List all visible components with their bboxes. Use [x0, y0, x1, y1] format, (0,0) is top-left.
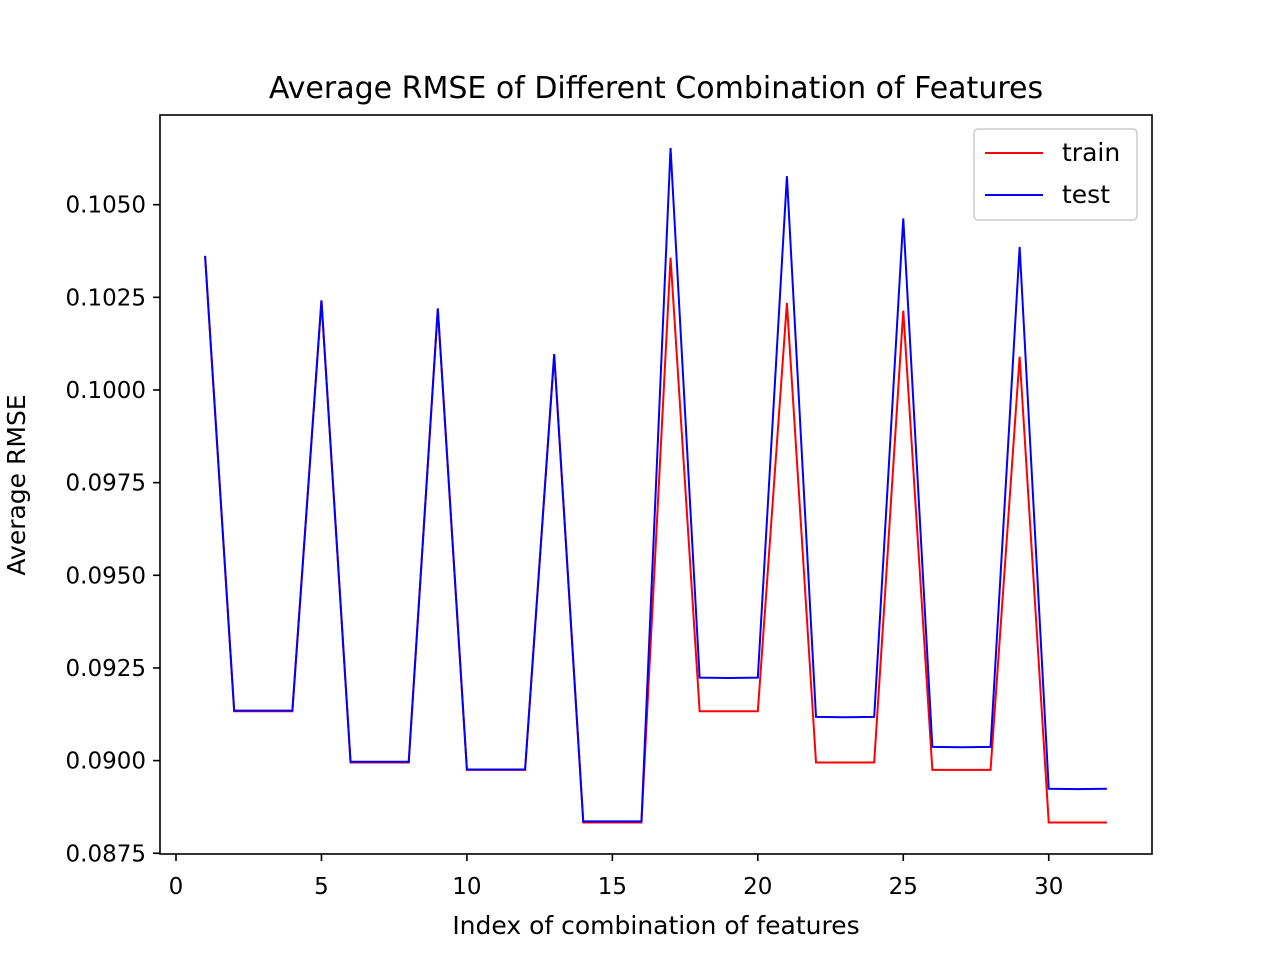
x-tick-label: 30 [1034, 874, 1063, 900]
y-tick-label: 0.1050 [66, 193, 146, 219]
y-tick-label: 0.0950 [66, 563, 146, 589]
y-tick-label: 0.0875 [66, 841, 146, 867]
x-axis-label: Index of combination of features [452, 911, 859, 940]
legend-train-label: train [1062, 138, 1120, 167]
x-tick-label: 25 [889, 874, 918, 900]
y-tick-label: 0.1025 [66, 285, 146, 311]
x-axis-ticks: 0 5 10 15 20 25 30 [169, 854, 1063, 900]
legend-box [973, 128, 1138, 221]
series-line-test [204, 147, 1107, 823]
y-tick-label: 0.1000 [66, 378, 146, 404]
y-tick-label: 0.0900 [66, 749, 146, 775]
y-axis-ticks: 0.0875 0.0900 0.0925 0.0950 0.0975 0.1000 0.10… [66, 193, 160, 867]
legend: train test [973, 128, 1138, 221]
x-tick-label: 15 [598, 874, 627, 900]
series-lines [204, 147, 1107, 824]
plot-frame [159, 114, 1153, 855]
x-tick-label: 0 [169, 874, 184, 900]
chart-title: Average RMSE of Different Combination of… [269, 71, 1043, 106]
x-tick-label: 20 [743, 874, 772, 900]
x-tick-label: 10 [452, 874, 481, 900]
y-axis-label: Average RMSE [2, 394, 31, 575]
legend-test-label: test [1062, 180, 1110, 209]
y-tick-label: 0.0975 [66, 471, 146, 497]
y-tick-label: 0.0925 [66, 656, 146, 682]
x-tick-label: 5 [314, 874, 329, 900]
plot-area [159, 114, 1153, 855]
